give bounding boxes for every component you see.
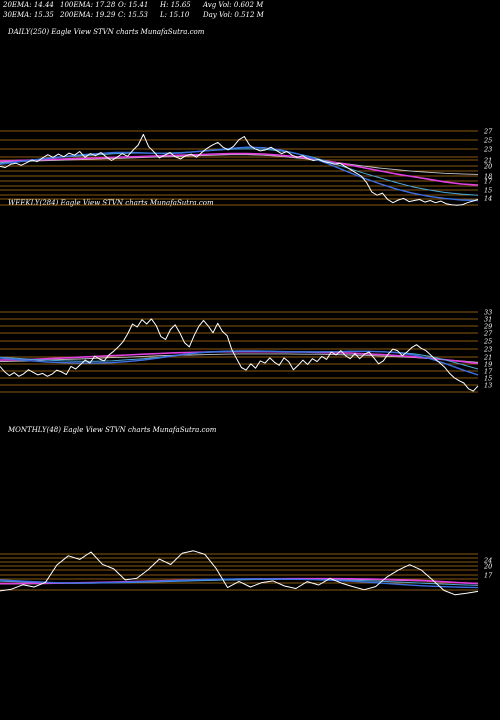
weekly-ytick-label: 19	[484, 361, 492, 369]
daily-series-price	[0, 133, 479, 206]
monthly-ytick-label: 20	[483, 563, 492, 571]
weekly-ytick-label: 25	[483, 338, 492, 346]
weekly-ytick-label: 23	[483, 346, 492, 354]
weekly-ytick-label: 27	[483, 330, 493, 338]
header-open: O: 15.41	[118, 1, 149, 9]
daily-series-30ema	[0, 148, 479, 196]
daily-series-100ema	[0, 152, 479, 186]
header-100ema: 100EMA: 17.28	[60, 1, 116, 9]
weekly-series-200ema	[0, 353, 479, 363]
daily-ytick-label: 21	[483, 157, 492, 165]
daily-ytick-label: 23	[483, 146, 492, 154]
header-close: C: 15.53	[118, 11, 148, 19]
daily-series-20ema	[0, 146, 479, 202]
weekly-ytick-label: 15	[484, 375, 492, 383]
monthly-ytick-label: 24	[483, 557, 492, 565]
daily-ytick-label: 20	[483, 163, 492, 171]
daily-panel-title: DAILY(250) Eagle View STVN charts Munafa…	[8, 28, 205, 36]
weekly-ytick-label: 21	[483, 354, 492, 362]
weekly-ytick-label: 31	[484, 316, 492, 324]
header-high: H: 15.65	[160, 1, 191, 9]
weekly-series-price	[0, 318, 479, 392]
daily-ytick-label: 18	[484, 173, 492, 181]
weekly-ytick-label: 13	[484, 382, 492, 390]
weekly-ytick-label: 33	[484, 309, 492, 317]
header-30ema: 30EMA: 15.35	[3, 11, 54, 19]
monthly-series-price	[0, 550, 479, 596]
weekly-ytick-label: 29	[483, 323, 492, 331]
weekly-panel-title: WEEKLY(284) Eagle View STVN charts Munaf…	[8, 199, 214, 207]
monthly-series-20ema	[0, 578, 479, 589]
monthly-ytick-label: 17	[484, 572, 493, 580]
daily-ytick-label: 14	[484, 195, 492, 203]
daily-ytick-label: 15	[484, 187, 492, 195]
header-200ema: 200EMA: 19.29	[60, 11, 116, 19]
header-day-vol: Day Vol: 0.512 M	[203, 11, 264, 19]
daily-ytick-label: 27	[483, 128, 493, 136]
daily-ytick-label: 17	[484, 178, 493, 186]
weekly-series-20ema	[0, 350, 479, 376]
weekly-ytick-label: 17	[484, 368, 493, 376]
header-avg-vol: Avg Vol: 0.602 M	[203, 1, 264, 9]
header-low: L: 15.10	[160, 11, 190, 19]
monthly-panel-title: MONTHLY(48) Eagle View STVN charts Munaf…	[8, 426, 217, 434]
daily-series-200ema	[0, 154, 479, 175]
daily-ytick-label: 25	[483, 137, 492, 145]
header-20ema: 20EMA: 14.44	[3, 1, 54, 9]
